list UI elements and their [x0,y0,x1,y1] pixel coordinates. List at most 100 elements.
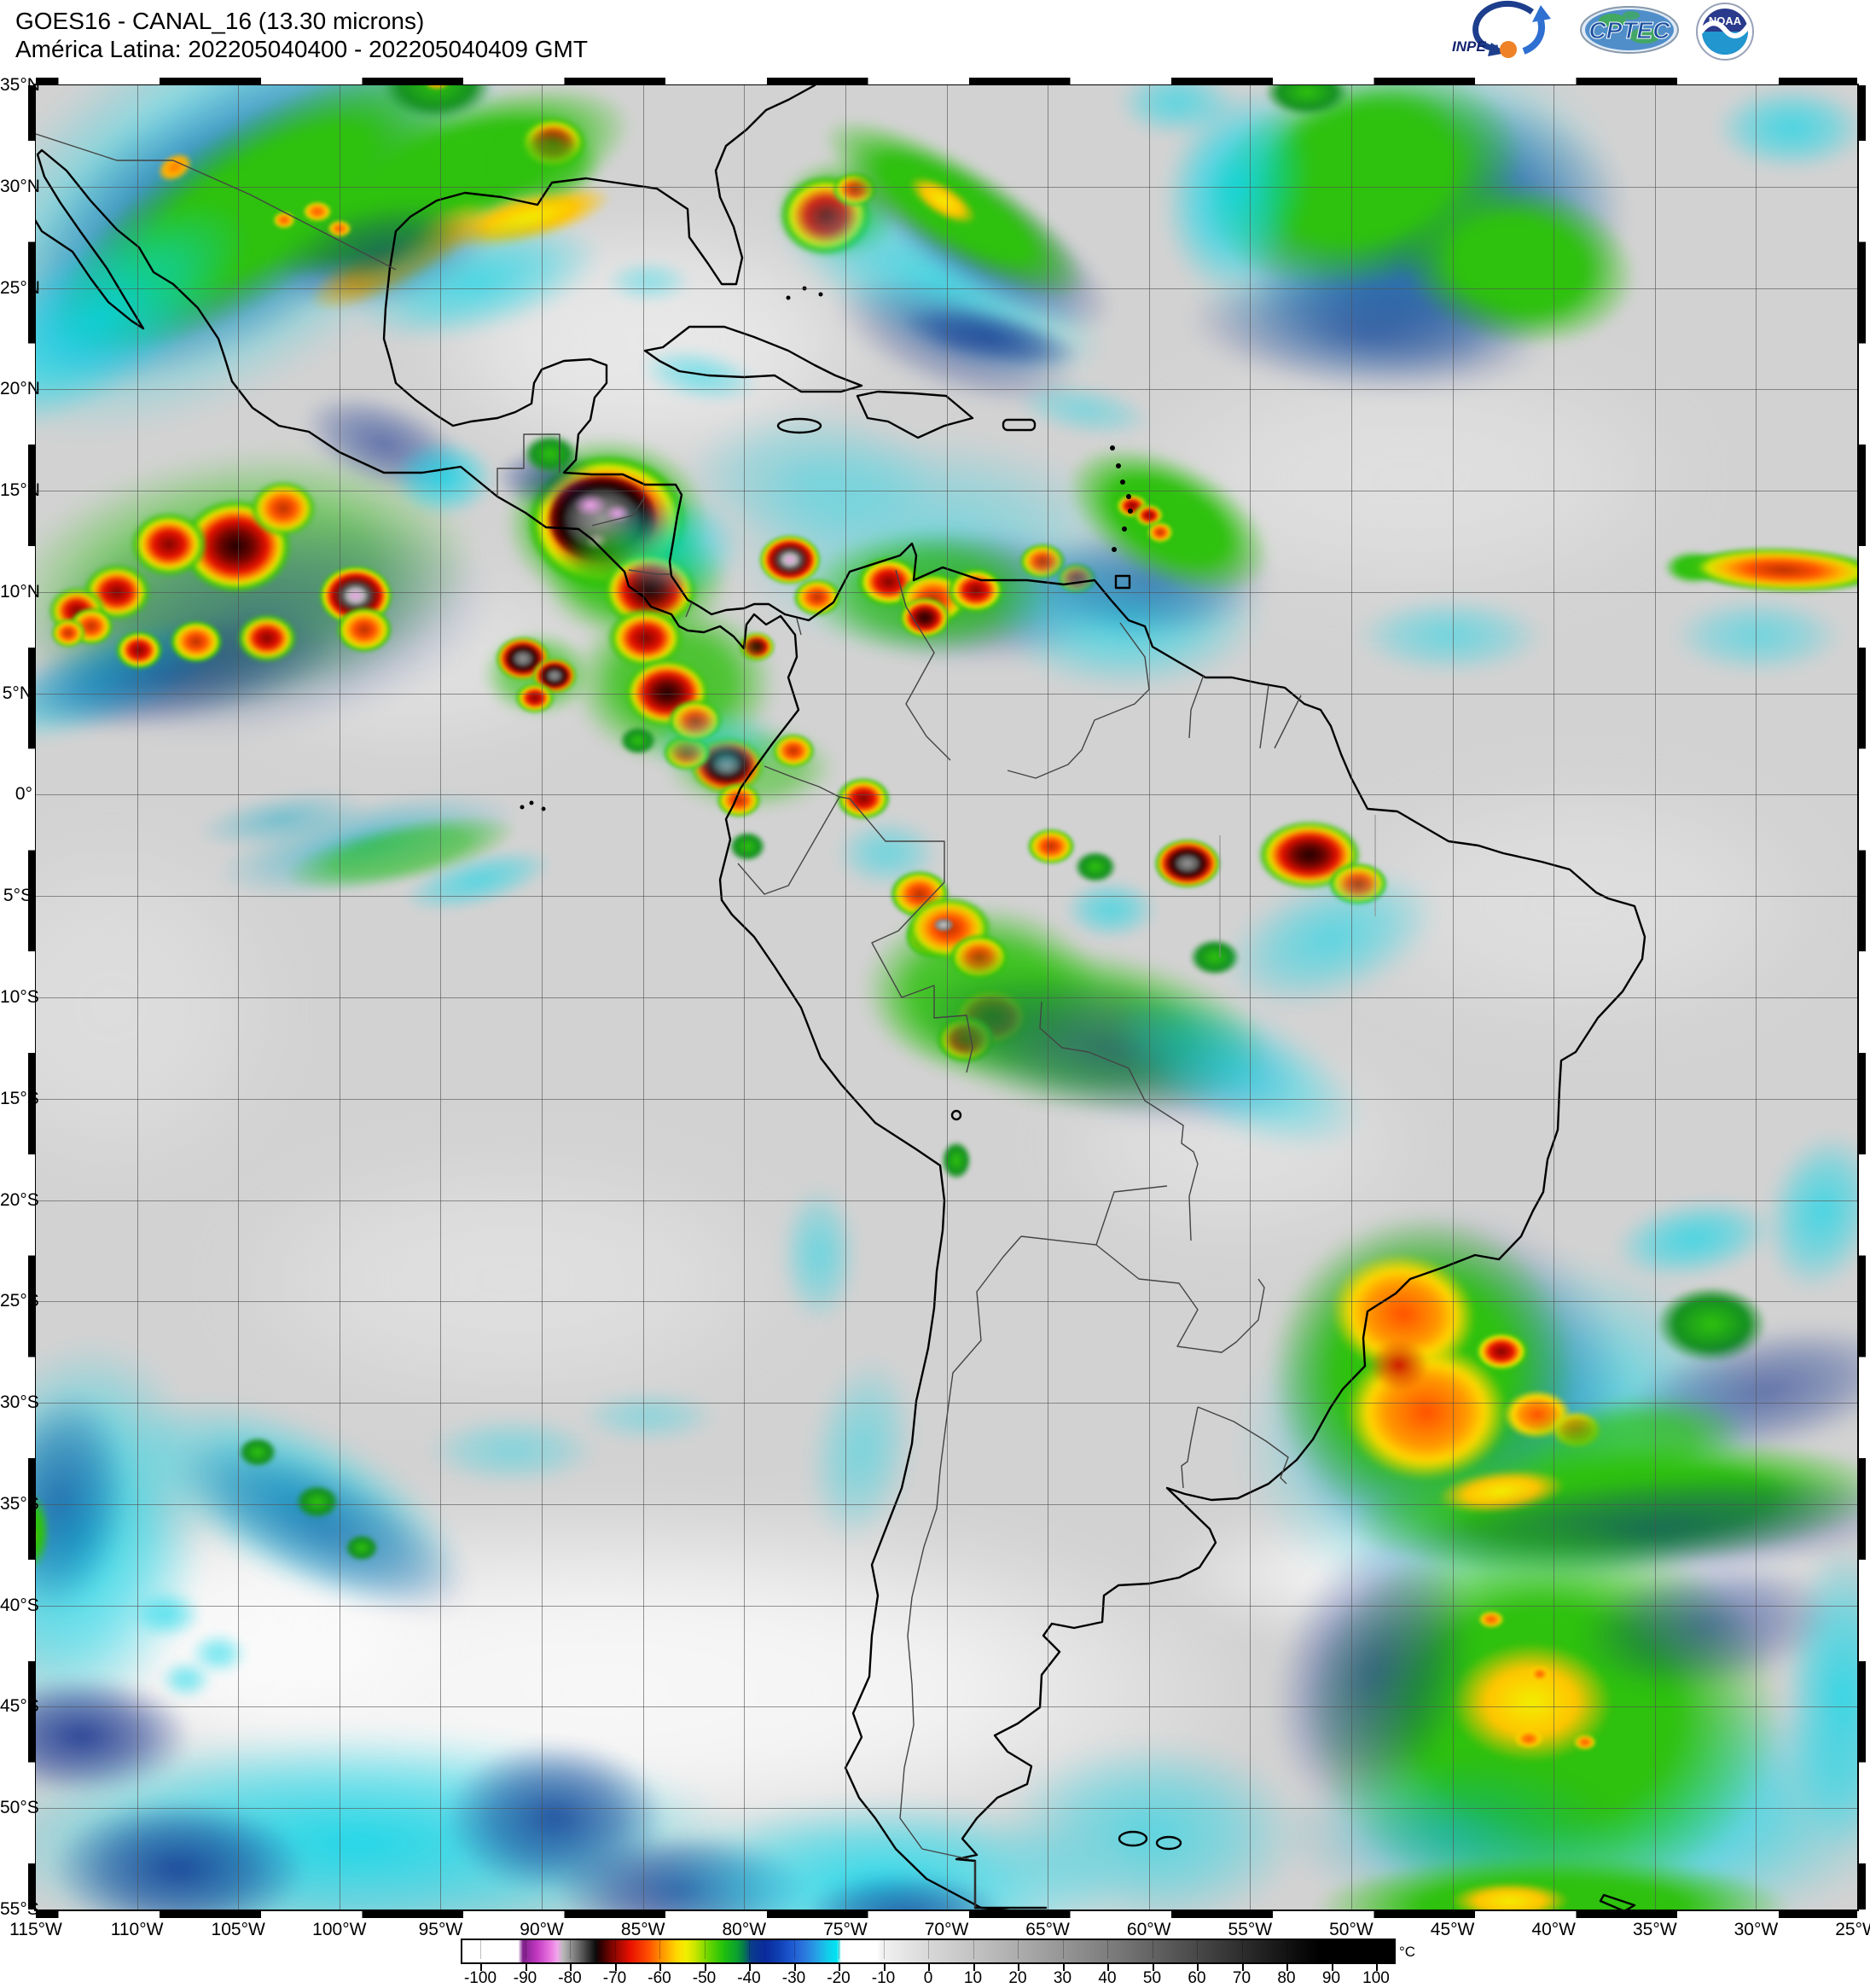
colorbar-tick-label: -10 [871,1969,896,1987]
lon-label: 70°W [924,1920,969,1939]
cloud-feature [836,777,891,820]
frame-bottom [36,1911,1857,1918]
colorbar-gridline [1107,1940,1108,1959]
lon-label: 65°W [1025,1920,1070,1939]
colorbar-gridline [883,1940,885,1959]
colorbar-tick [570,1964,572,1971]
colorbar-tick [614,1964,617,1971]
lon-label: 75°W [823,1920,868,1939]
lon-label: 90°W [520,1920,564,1939]
cloud-feature [36,1493,49,1570]
svg-text:INPE: INPE [1452,38,1486,55]
cloud-feature [772,734,815,768]
colorbar-tick [1107,1964,1109,1971]
lat-label: 15°N [0,480,40,501]
colorbar-gridline [1286,1940,1287,1959]
cloud-feature [213,1152,810,1408]
cloud-feature [303,201,332,222]
colorbar-tick-label: -60 [648,1969,671,1987]
coastlines-layer [36,85,1646,1910]
lat-label: 30°S [0,1392,39,1413]
cloud-feature [932,917,955,933]
lat-label: 35°N [0,75,40,95]
colorbar-tick [928,1964,930,1971]
cloud-feature [1715,85,1857,171]
colorbar-tick-label: -40 [737,1969,761,1987]
lon-label: 85°W [620,1920,665,1939]
temperature-colorbar [461,1939,1396,1964]
colorbar-tick [1331,1964,1333,1971]
cloud-feature [1027,828,1075,864]
lon-label: 30°W [1734,1920,1779,1939]
colorbar-tick [839,1964,840,1971]
colorbar-tick [1197,1964,1199,1971]
cloud-feature [1356,597,1544,674]
cloud-feature [1478,1611,1504,1628]
cloud-feature [160,1660,212,1698]
cloud-feature [427,1416,597,1485]
lat-label: 15°S [0,1088,39,1108]
lon-label: 50°W [1329,1920,1373,1939]
cloud-feature [170,620,223,663]
lon-label: 45°W [1430,1920,1475,1939]
colorbar-tick [1241,1964,1244,1971]
colorbar-gridline [614,1940,616,1959]
gridline-vertical [1148,85,1150,1910]
lon-label: 80°W [722,1920,767,1939]
lat-label: 40°S [0,1595,39,1615]
lon-label: 60°W [1126,1920,1171,1939]
cptec-logo: CPTEC [1580,6,1679,54]
cloud-feature [1064,880,1158,939]
lon-label: 105°W [211,1920,265,1939]
gridline-horizontal [36,1706,1857,1708]
cloud-feature [648,708,785,776]
cloud-feature [1450,1882,1570,1910]
cloud-feature [273,212,295,229]
gridline-vertical [1250,85,1252,1910]
colorbar-tick-label: -50 [692,1969,717,1987]
gridline-horizontal [36,1503,1857,1505]
cloud-feature [619,726,657,755]
lat-label: 35°S [0,1493,39,1514]
colorbar-gridline [1376,1940,1377,1959]
colorbar-gridline [480,1940,481,1959]
frame-top [36,78,1857,84]
colorbar-gridline [749,1940,750,1959]
cloud-feature [1369,1340,1429,1391]
colorbar-gridline [1241,1940,1243,1959]
lon-label: 110°W [110,1920,164,1939]
cloud-feature [1672,597,1843,674]
colorbar-gridline [1062,1940,1064,1959]
colorbar-gridline [659,1940,660,1959]
cloud-feature [759,535,821,584]
colorbar-tick [973,1964,975,1971]
lat-label: 5°N [2,683,32,703]
noaa-logo: NOAA [1696,3,1754,61]
colorbar-tick-label: -80 [558,1969,582,1987]
lon-label: 40°W [1531,1920,1576,1939]
colorbar-gridline [793,1940,795,1959]
lat-label: 50°S [0,1798,39,1818]
colorbar-gridline [928,1940,929,1959]
cloud-feature [606,260,691,303]
lon-label: 25°W [1835,1920,1870,1939]
cloud-feature [1074,851,1117,883]
cloud-feature [998,1741,1305,1910]
colorbar-tick-label: 90 [1321,1969,1341,1987]
gridline-vertical [1553,85,1555,1910]
colorbar-tick-label: 70 [1232,1969,1252,1987]
colorbar-gridline [570,1940,571,1959]
colorbar-tick-label: 80 [1277,1969,1296,1987]
colorbar-tick-label: 100 [1362,1969,1390,1987]
lat-label: 30°N [0,176,40,196]
gridline-horizontal [36,1098,1857,1100]
colorbar-gridline [973,1940,974,1959]
inpe-logo: INPE [1452,0,1551,58]
lat-label: 10°S [0,987,39,1007]
colorbar-tick-label: 40 [1098,1969,1117,1987]
colorbar-tick [749,1964,751,1971]
cloud-feature [793,578,841,616]
lat-label: 25°N [0,277,40,298]
gridline-horizontal [36,1403,1857,1404]
gridline-horizontal [36,1808,1857,1810]
